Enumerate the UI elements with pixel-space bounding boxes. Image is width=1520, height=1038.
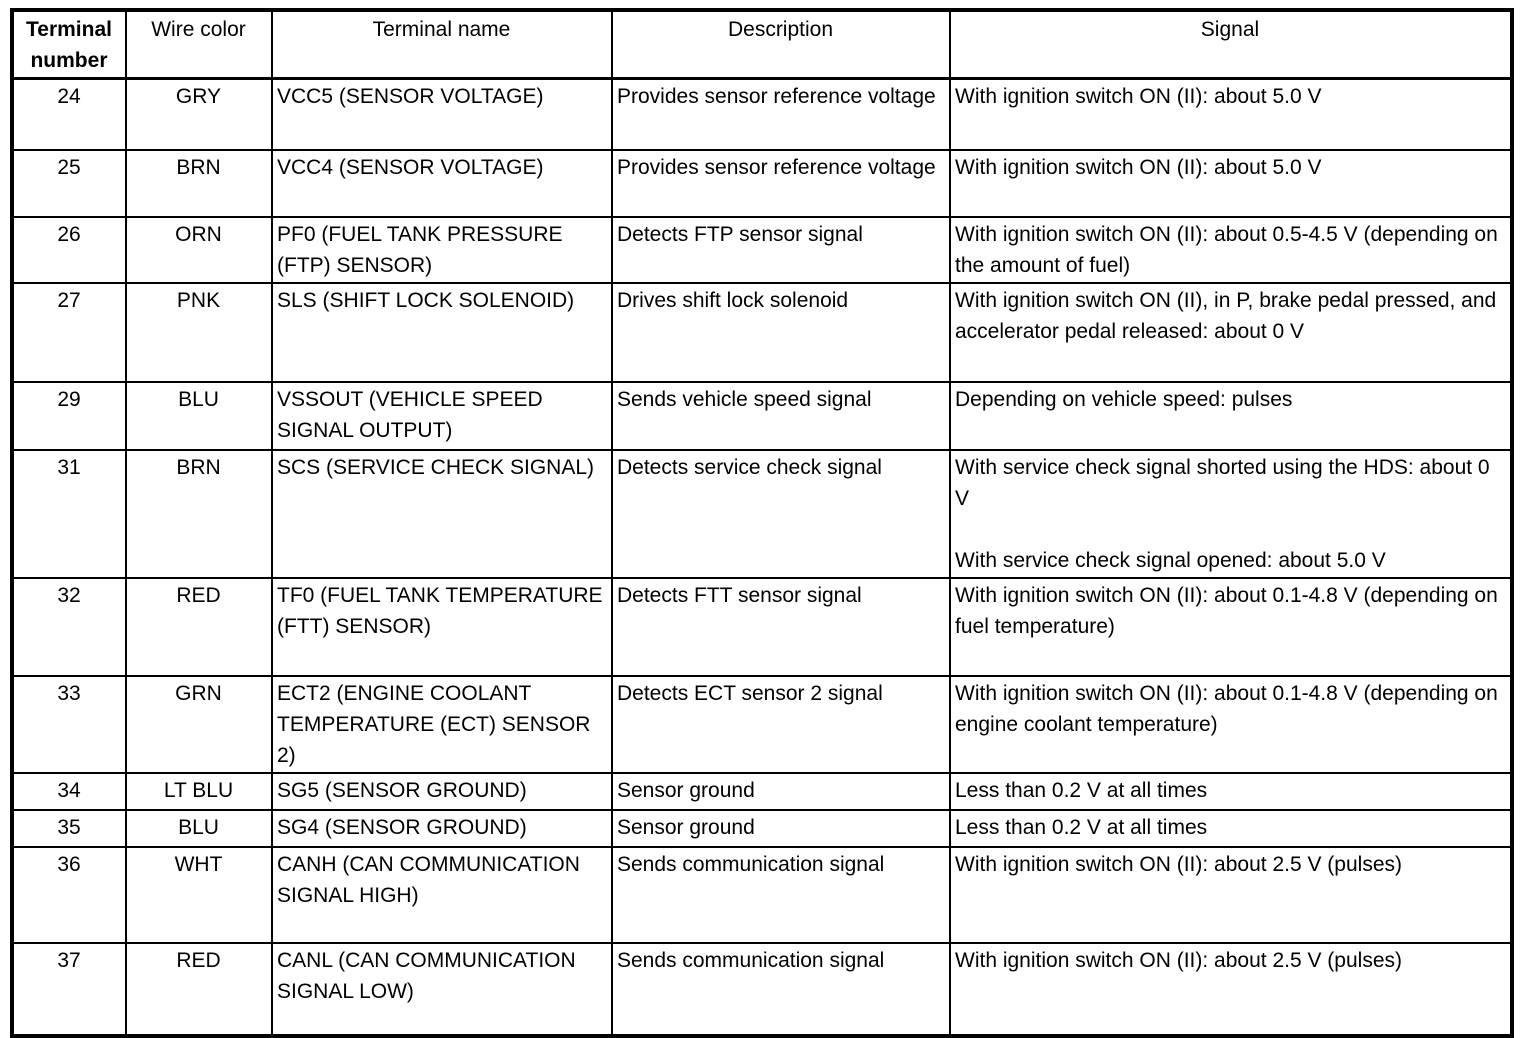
signal-cell: With ignition switch ON (II), in P, brak…: [949, 281, 1513, 383]
table-row: 33 GRN ECT2 (ENGINE COOLANT TEMPERATURE …: [11, 674, 1513, 774]
signal-cell: With ignition switch ON (II): about 2.5 …: [949, 845, 1513, 944]
wire-color-cell: RED: [125, 576, 273, 677]
description-cell: Sends communication signal: [611, 845, 951, 944]
terminal-number-cell: 31: [11, 448, 127, 579]
table-row: 27 PNK SLS (SHIFT LOCK SOLENOID) Drives …: [11, 281, 1513, 383]
terminal-name-cell: CANL (CAN COMMUNICATION SIGNAL LOW): [271, 941, 613, 1037]
table-row: 29 BLU VSSOUT (VEHICLE SPEED SIGNAL OUTP…: [11, 380, 1513, 451]
description-cell: Drives shift lock solenoid: [611, 281, 951, 383]
signal-cell: Less than 0.2 V at all times: [949, 771, 1513, 811]
column-header-wire-color: Wire color: [125, 9, 273, 80]
terminal-number-cell: 27: [11, 281, 127, 383]
wire-color-cell: BRN: [125, 148, 273, 218]
wire-color-cell: RED: [125, 941, 273, 1037]
terminal-name-cell: SCS (SERVICE CHECK SIGNAL): [271, 448, 613, 579]
signal-cell: With ignition switch ON (II): about 5.0 …: [949, 148, 1513, 218]
signal-cell: With ignition switch ON (II): about 0.1-…: [949, 576, 1513, 677]
description-cell: Detects service check signal: [611, 448, 951, 579]
table-row: 25 BRN VCC4 (SENSOR VOLTAGE) Provides se…: [11, 148, 1513, 218]
table-row: 35 BLU SG4 (SENSOR GROUND) Sensor ground…: [11, 808, 1513, 848]
description-cell: Provides sensor reference voltage: [611, 148, 951, 218]
column-header-terminal-name: Terminal name: [271, 9, 613, 80]
wire-color-cell: BLU: [125, 808, 273, 848]
column-header-terminal-number: Terminal number: [11, 9, 127, 80]
terminal-name-cell: VCC4 (SENSOR VOLTAGE): [271, 148, 613, 218]
column-header-signal: Signal: [949, 9, 1513, 80]
table-row: 32 RED TF0 (FUEL TANK TEMPERATURE (FTT) …: [11, 576, 1513, 677]
description-cell: Detects FTT sensor signal: [611, 576, 951, 677]
table-row: 31 BRN SCS (SERVICE CHECK SIGNAL) Detect…: [11, 448, 1513, 579]
terminal-name-cell: SG5 (SENSOR GROUND): [271, 771, 613, 811]
terminal-name-cell: SLS (SHIFT LOCK SOLENOID): [271, 281, 613, 383]
signal-cell: With ignition switch ON (II): about 2.5 …: [949, 941, 1513, 1037]
table-row: 37 RED CANL (CAN COMMUNICATION SIGNAL LO…: [11, 941, 1513, 1037]
column-header-description: Description: [611, 9, 951, 80]
wire-color-cell: WHT: [125, 845, 273, 944]
description-cell: Detects ECT sensor 2 signal: [611, 674, 951, 774]
description-cell: Sensor ground: [611, 771, 951, 811]
terminal-number-cell: 36: [11, 845, 127, 944]
table-header-row: Terminal number Wire color Terminal name…: [11, 9, 1513, 80]
terminal-number-cell: 24: [11, 77, 127, 151]
signal-cell: Depending on vehicle speed: pulses: [949, 380, 1513, 451]
wire-color-cell: GRY: [125, 77, 273, 151]
terminal-name-cell: VCC5 (SENSOR VOLTAGE): [271, 77, 613, 151]
terminal-assignment-table: Terminal number Wire color Terminal name…: [10, 8, 1514, 1038]
description-cell: Sends communication signal: [611, 941, 951, 1037]
terminal-number-cell: 35: [11, 808, 127, 848]
description-cell: Detects FTP sensor signal: [611, 215, 951, 284]
description-cell: Provides sensor reference voltage: [611, 77, 951, 151]
signal-cell: Less than 0.2 V at all times: [949, 808, 1513, 848]
terminal-number-cell: 33: [11, 674, 127, 774]
signal-cell: With ignition switch ON (II): about 0.5-…: [949, 215, 1513, 284]
terminal-number-cell: 37: [11, 941, 127, 1037]
terminal-number-cell: 34: [11, 771, 127, 811]
table-row: 34 LT BLU SG5 (SENSOR GROUND) Sensor gro…: [11, 771, 1513, 811]
wire-color-cell: ORN: [125, 215, 273, 284]
terminal-number-cell: 25: [11, 148, 127, 218]
wire-color-cell: GRN: [125, 674, 273, 774]
wire-color-cell: BRN: [125, 448, 273, 579]
terminal-name-cell: TF0 (FUEL TANK TEMPERATURE (FTT) SENSOR): [271, 576, 613, 677]
table-row: 24 GRY VCC5 (SENSOR VOLTAGE) Provides se…: [11, 77, 1513, 151]
signal-cell: With ignition switch ON (II): about 0.1-…: [949, 674, 1513, 774]
terminal-name-cell: VSSOUT (VEHICLE SPEED SIGNAL OUTPUT): [271, 380, 613, 451]
table-row: 36 WHT CANH (CAN COMMUNICATION SIGNAL HI…: [11, 845, 1513, 944]
wire-color-cell: BLU: [125, 380, 273, 451]
wire-color-cell: PNK: [125, 281, 273, 383]
terminal-number-cell: 29: [11, 380, 127, 451]
terminal-number-cell: 26: [11, 215, 127, 284]
terminal-name-cell: SG4 (SENSOR GROUND): [271, 808, 613, 848]
description-cell: Sends vehicle speed signal: [611, 380, 951, 451]
terminal-name-cell: ECT2 (ENGINE COOLANT TEMPERATURE (ECT) S…: [271, 674, 613, 774]
table-row: 26 ORN PF0 (FUEL TANK PRESSURE (FTP) SEN…: [11, 215, 1513, 284]
terminal-name-cell: PF0 (FUEL TANK PRESSURE (FTP) SENSOR): [271, 215, 613, 284]
terminal-name-cell: CANH (CAN COMMUNICATION SIGNAL HIGH): [271, 845, 613, 944]
signal-cell: With ignition switch ON (II): about 5.0 …: [949, 77, 1513, 151]
signal-cell: With service check signal shorted using …: [949, 448, 1513, 579]
wire-color-cell: LT BLU: [125, 771, 273, 811]
terminal-number-cell: 32: [11, 576, 127, 677]
description-cell: Sensor ground: [611, 808, 951, 848]
